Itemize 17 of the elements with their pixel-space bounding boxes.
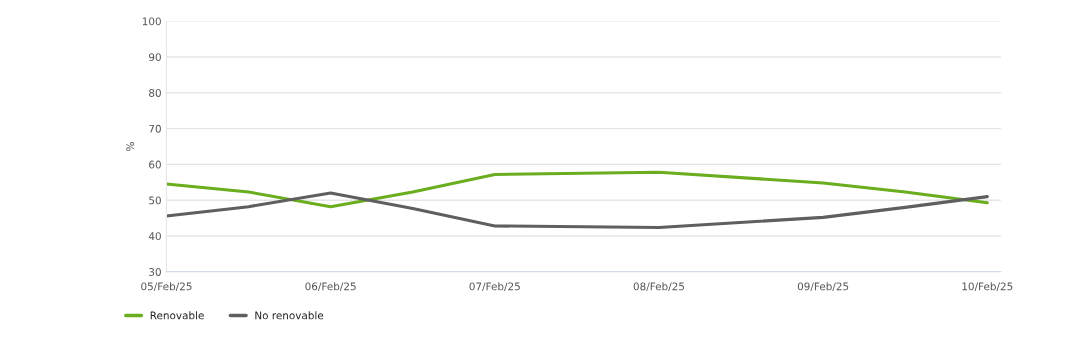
y-tick-label: 40 xyxy=(148,232,161,241)
x-tick-label: 09/Feb/25 xyxy=(797,282,849,292)
legend-label: Renovable xyxy=(150,311,204,320)
y-tick-label: 30 xyxy=(149,268,161,276)
y-tick-label: 80 xyxy=(149,89,161,97)
x-tick-label: 05/Feb/25 xyxy=(141,282,192,292)
y-tick-label: 50 xyxy=(149,196,161,205)
legend-label: No renovable xyxy=(255,311,324,320)
y-tick-label: 100 xyxy=(142,17,161,26)
x-tick-label: 06/Feb/25 xyxy=(305,282,356,292)
x-tick-label: 07/Feb/25 xyxy=(469,282,520,292)
y-tick-label: 60 xyxy=(149,160,161,169)
y-tick-label: 90 xyxy=(149,53,161,62)
y-axis-title: % xyxy=(126,142,135,151)
x-tick-label: 10/Feb/25 xyxy=(962,282,1013,292)
y-tick-label: 70 xyxy=(149,124,161,133)
x-tick-label: 08/Feb/25 xyxy=(633,282,685,292)
